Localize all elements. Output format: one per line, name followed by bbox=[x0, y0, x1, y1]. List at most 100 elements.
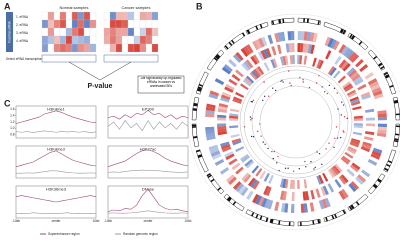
band bbox=[340, 29, 344, 34]
band bbox=[217, 187, 222, 191]
heat-cell bbox=[47, 27, 55, 37]
heat-seg bbox=[288, 191, 293, 201]
heat-seg bbox=[322, 49, 329, 59]
heat-seg bbox=[320, 61, 327, 71]
ideogram bbox=[195, 149, 209, 173]
heat-seg bbox=[268, 60, 274, 70]
heat-seg bbox=[320, 173, 327, 183]
heat-seg bbox=[346, 168, 355, 177]
heat-cell bbox=[109, 19, 117, 29]
heat-seg bbox=[224, 86, 234, 93]
heat-seg bbox=[364, 72, 374, 80]
heat-seg bbox=[330, 39, 337, 49]
heat-seg bbox=[322, 62, 329, 72]
dot bbox=[262, 141, 264, 143]
heat-seg bbox=[348, 51, 357, 61]
legend-label: Superenhancer region bbox=[48, 232, 80, 236]
dot bbox=[262, 99, 264, 101]
heat-seg bbox=[228, 58, 237, 68]
heat-cell bbox=[83, 19, 91, 29]
profile-line bbox=[15, 110, 97, 124]
heat-seg bbox=[343, 47, 352, 57]
dot bbox=[333, 146, 335, 149]
profile-line bbox=[15, 130, 97, 133]
heat-seg bbox=[362, 141, 372, 147]
dot bbox=[252, 135, 255, 138]
heat-seg bbox=[268, 187, 275, 198]
dot bbox=[308, 86, 311, 89]
arrow bbox=[99, 61, 132, 81]
heat-seg bbox=[321, 198, 328, 209]
heat-seg bbox=[371, 150, 382, 157]
heat-cell bbox=[127, 43, 135, 53]
heat-seg bbox=[353, 129, 363, 134]
heat-seg bbox=[209, 90, 220, 97]
plot-frame bbox=[107, 145, 189, 179]
heat-seg bbox=[234, 94, 244, 100]
heat-seg bbox=[271, 188, 277, 198]
heat-seg bbox=[365, 125, 375, 130]
heat-seg bbox=[361, 169, 371, 178]
heat-cell bbox=[83, 27, 91, 37]
heat-seg bbox=[229, 160, 239, 168]
heat-cell bbox=[127, 27, 135, 37]
band bbox=[206, 173, 211, 177]
panel-label: A bbox=[4, 1, 11, 11]
heat-cell bbox=[59, 35, 67, 45]
heat-cell bbox=[103, 11, 111, 21]
heat-seg bbox=[299, 179, 303, 189]
heat-cell bbox=[133, 27, 141, 37]
heat-seg bbox=[338, 59, 347, 69]
dot bbox=[276, 162, 278, 164]
heat-seg bbox=[249, 72, 258, 81]
heat-seg bbox=[252, 180, 260, 190]
box bbox=[103, 54, 159, 63]
heat-cell bbox=[71, 19, 79, 29]
heat-seg bbox=[214, 78, 225, 86]
heat-cell bbox=[83, 11, 91, 21]
heat-seg bbox=[362, 97, 372, 103]
heat-seg bbox=[332, 40, 340, 51]
heat-cell bbox=[59, 43, 67, 53]
band bbox=[271, 219, 274, 224]
heat-seg bbox=[260, 50, 267, 60]
heat-seg bbox=[223, 63, 233, 73]
heat-seg bbox=[231, 162, 241, 171]
heat-cell bbox=[127, 35, 135, 45]
band bbox=[251, 212, 255, 217]
heat-seg bbox=[348, 183, 357, 193]
heat-seg bbox=[237, 168, 246, 177]
heat-seg bbox=[235, 183, 244, 193]
heat-cell bbox=[77, 11, 85, 21]
band bbox=[197, 87, 202, 91]
heat-seg bbox=[250, 55, 258, 65]
heat-cell bbox=[77, 43, 85, 53]
dot bbox=[280, 80, 282, 83]
band bbox=[216, 53, 221, 58]
heat-seg bbox=[230, 133, 240, 139]
band bbox=[259, 215, 263, 220]
heat-seg bbox=[347, 146, 357, 153]
heat-seg bbox=[312, 201, 318, 212]
heat-seg bbox=[314, 176, 320, 186]
heat-seg bbox=[279, 190, 285, 200]
band bbox=[303, 18, 306, 23]
heat-cell bbox=[89, 35, 97, 45]
heat-cell bbox=[89, 19, 97, 29]
band bbox=[255, 25, 259, 30]
heat-seg bbox=[208, 144, 219, 151]
heat-seg bbox=[377, 110, 387, 115]
heat-seg bbox=[244, 158, 253, 167]
dot bbox=[341, 101, 343, 103]
heat-seg bbox=[229, 108, 240, 113]
ideogram bbox=[367, 173, 386, 195]
dot bbox=[326, 92, 329, 95]
heat-seg bbox=[353, 115, 363, 119]
band bbox=[350, 35, 355, 40]
heat-cell bbox=[89, 27, 97, 37]
dot bbox=[267, 95, 270, 97]
heat-seg bbox=[257, 183, 265, 193]
heat-seg bbox=[312, 57, 317, 67]
heat-seg bbox=[302, 43, 307, 53]
heat-seg bbox=[210, 87, 221, 94]
